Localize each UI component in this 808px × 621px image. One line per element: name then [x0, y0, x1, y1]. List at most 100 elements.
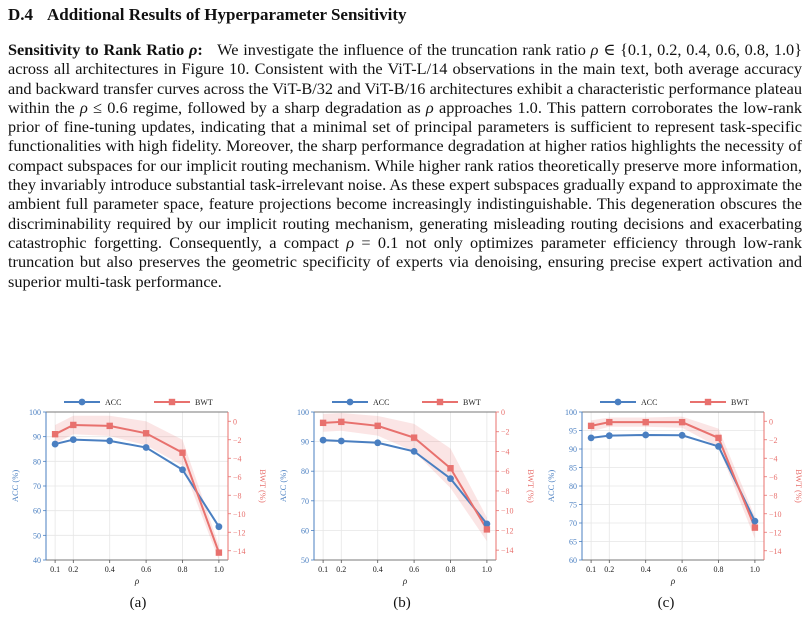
left-tick-label: 65: [569, 538, 577, 547]
acc-line: [590, 433, 756, 522]
x-tick-label: 0.4: [105, 565, 115, 574]
rho-symbol: ρ: [80, 97, 88, 117]
left-axis-label: ACC (%): [278, 470, 288, 503]
caption-a: (a): [129, 595, 147, 611]
legend-acc-label: ACC: [373, 398, 389, 407]
x-tick-label: 0.1: [318, 565, 328, 574]
left-tick-label: 80: [301, 467, 309, 476]
paragraph-text-3: ≤ 0.6 regime, followed by a sharp degrad…: [87, 97, 426, 117]
x-tick-label: 0.2: [336, 565, 346, 574]
bwt-point: [751, 524, 759, 531]
left-tick-label: 50: [301, 556, 309, 565]
legend-bwt-marker: [704, 398, 712, 406]
legend-acc-marker: [614, 398, 622, 406]
acc-point: [605, 432, 613, 440]
right-tick-label: −6: [233, 473, 242, 482]
right-tick-label: −10: [501, 507, 514, 516]
chart-c-svg: 60 65 70 75 80 85 90 95 100 0 −2 −4 −6 −8 −10 −12 −14 0.1…: [546, 398, 804, 586]
left-axis-label: ACC (%): [546, 470, 556, 503]
right-tick-label: −2: [233, 436, 242, 445]
left-tick-label: 70: [301, 497, 309, 506]
bwt-point: [678, 418, 686, 426]
bwt-point: [106, 422, 113, 430]
left-tick-label: 85: [569, 464, 577, 473]
acc-point: [715, 443, 722, 450]
right-tick-label: −8: [501, 487, 510, 496]
left-tick-label: 100: [565, 408, 577, 417]
bwt-point: [179, 449, 186, 456]
right-axis-label: BWT (%): [794, 469, 804, 503]
acc-point: [678, 431, 686, 439]
bwt-point: [374, 422, 381, 430]
right-axis-label: BWT (%): [526, 469, 536, 503]
section-title: Additional Results of Hyperparameter Sen…: [47, 5, 407, 24]
acc-point: [179, 466, 186, 474]
acc-point: [751, 517, 759, 525]
right-tick-label: 0: [233, 417, 237, 426]
right-axis-label: BWT (%): [258, 469, 268, 503]
x-tick-label: 0.8: [178, 565, 188, 574]
bwt-point: [715, 434, 722, 442]
chart-b: 50 60 70 80 90 100 0 −2 −4 −6 −8 −10 −12 −14 0.1 0.2 0.4…: [274, 395, 538, 595]
bwt-point: [338, 418, 345, 426]
x-axis-label: ρ: [402, 576, 408, 586]
bwt-point: [587, 422, 595, 430]
left-tick-label: 70: [569, 519, 577, 528]
left-tick-label: 75: [569, 501, 577, 510]
acc-point: [319, 436, 327, 444]
legend-bwt-label: BWT: [195, 398, 213, 407]
x-tick-label: 0.1: [50, 565, 60, 574]
right-tick-label: −14: [501, 546, 514, 555]
x-tick-label: 1.0: [750, 565, 760, 574]
left-tick-label: 90: [301, 438, 309, 447]
right-tick-label: −12: [233, 528, 246, 537]
right-tick-label: −10: [233, 510, 246, 519]
x-tick-label: 0.6: [409, 565, 419, 574]
acc-point: [483, 520, 491, 528]
left-tick-label: 100: [29, 408, 41, 417]
acc-point: [642, 431, 650, 439]
acc-point: [410, 447, 418, 455]
acc-point: [374, 439, 382, 447]
rho-symbol: ρ: [590, 40, 599, 59]
legend-acc-marker: [346, 398, 354, 406]
bwt-band: [55, 415, 219, 560]
section-number: D.4: [8, 5, 34, 24]
paragraph-text-1: We investigate the influence of the trun…: [217, 40, 591, 59]
acc-point: [447, 475, 454, 482]
bwt-point: [215, 549, 223, 556]
x-tick-label: 0.2: [68, 565, 78, 574]
bwt-point: [51, 431, 59, 438]
x-axis-label: ρ: [134, 576, 140, 586]
legend-bwt-label: BWT: [731, 398, 749, 407]
chart-a: 40 50 60 70 80 90 100 0 −2 −4 −6 −8 −10 −12 −14 0.1 0.2 0…: [6, 395, 270, 595]
legend-bwt-marker: [168, 398, 176, 406]
right-tick-label: −2: [501, 428, 510, 437]
right-tick-label: −6: [501, 467, 510, 476]
paragraph-text-5: = 0.1 not only optimizes parameter effic…: [8, 232, 802, 291]
bwt-point: [319, 419, 327, 427]
caption-c: (c): [657, 595, 675, 611]
right-tick-label: −4: [769, 454, 778, 463]
right-tick-label: −4: [501, 447, 510, 456]
left-tick-label: 90: [569, 445, 577, 454]
legend-bwt-marker: [436, 398, 444, 406]
acc-point: [337, 437, 345, 445]
bwt-point: [410, 434, 418, 441]
bwt-band: [323, 412, 487, 542]
left-tick-label: 60: [301, 526, 309, 535]
x-tick-label: 0.8: [446, 565, 456, 574]
left-tick-label: 70: [33, 482, 41, 491]
chart-a-svg: 40 50 60 70 80 90 100 0 −2 −4 −6 −8 −10 −12 −14 0.1 0.2 0…: [10, 398, 268, 586]
section-heading: D.4 Additional Results of Hyperparameter …: [8, 5, 407, 25]
chart-b-svg: 50 60 70 80 90 100 0 −2 −4 −6 −8 −10 −12 −14 0.1 0.2 0.4…: [278, 398, 536, 586]
right-tick-label: −2: [769, 436, 778, 445]
acc-point: [587, 434, 595, 442]
left-tick-label: 60: [569, 556, 577, 565]
left-tick-label: 60: [33, 507, 41, 516]
acc-point: [69, 436, 77, 444]
left-tick-label: 40: [33, 556, 41, 565]
chart-c: 60 65 70 75 80 85 90 95 100 0 −2 −4 −6 −8 −10 −12 −14 0.1…: [542, 395, 806, 595]
paragraph-text-4: approaches 1.0. This pattern corroborate…: [8, 97, 803, 252]
right-tick-label: −14: [233, 547, 246, 556]
